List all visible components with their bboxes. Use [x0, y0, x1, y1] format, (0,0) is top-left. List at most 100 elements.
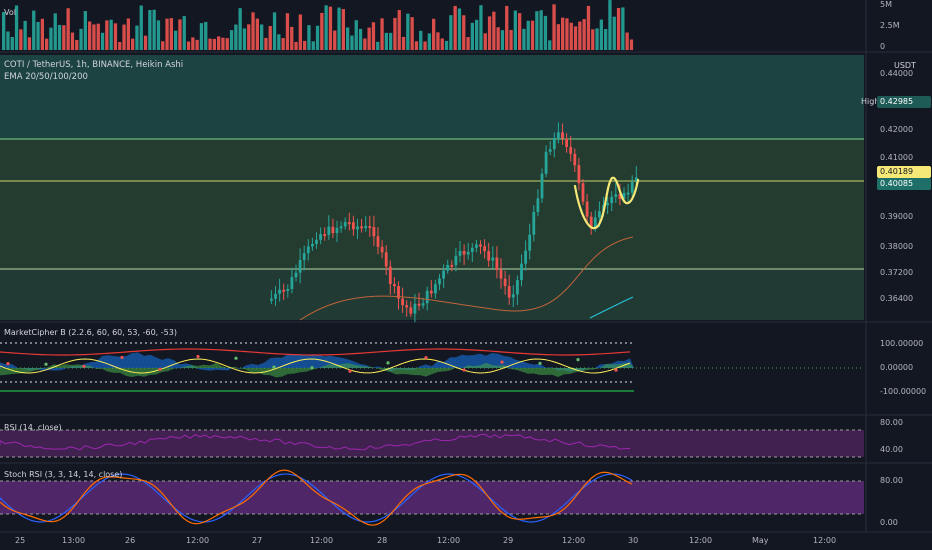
candle-body — [630, 182, 634, 193]
candle-body — [319, 234, 322, 240]
time-tick: 12:00 — [186, 536, 210, 545]
candle-body — [503, 278, 507, 287]
volume-bar — [333, 30, 337, 50]
volume-bar — [440, 38, 444, 50]
candle-body — [610, 196, 614, 204]
volume-bar — [389, 32, 393, 50]
volume-bar — [384, 32, 388, 50]
volume-bar — [419, 30, 423, 50]
volume-bar — [548, 40, 552, 50]
volume-bar — [573, 26, 578, 50]
candle-body — [311, 243, 314, 247]
candle-body — [470, 247, 474, 252]
volume-bar — [264, 37, 268, 50]
candle-body — [434, 284, 437, 294]
high-label: High — [861, 97, 880, 106]
volume-bar — [432, 18, 436, 50]
ema-legend[interactable]: EMA 20/50/100/200 — [4, 72, 88, 82]
volume-bar — [591, 29, 595, 50]
candle-body — [462, 250, 466, 255]
candle-body — [520, 263, 523, 281]
cipher-line — [0, 358, 631, 374]
time-tick: 12:00 — [689, 536, 713, 545]
candle-body — [380, 246, 384, 253]
candle-body — [516, 280, 519, 295]
candle-body — [438, 278, 441, 285]
volume-tick: 0 — [880, 42, 886, 51]
volume-bar — [595, 28, 599, 50]
cipher-legend[interactable]: MarketCipher B (2.2.6, 60, 60, 53, -60, … — [4, 328, 177, 337]
time-tick: 30 — [628, 536, 639, 545]
volume-bar — [221, 37, 225, 50]
volume-bar — [363, 38, 367, 50]
volume-bar — [217, 36, 221, 50]
candle-body — [401, 298, 404, 306]
volume-bar — [165, 18, 169, 50]
volume-bar — [487, 16, 492, 51]
volume-bar — [543, 15, 548, 50]
rsi-legend[interactable]: RSI (14, close) — [4, 423, 62, 432]
time-tick: 13:00 — [62, 536, 86, 545]
ema-line — [589, 296, 634, 319]
price-tick: 0.38000 — [880, 242, 914, 251]
ema-line — [299, 236, 634, 321]
volume-bar — [182, 16, 186, 50]
volume-bar — [294, 41, 298, 50]
candle-body — [306, 246, 310, 254]
candle-body — [479, 244, 482, 247]
volume-bar — [354, 20, 358, 50]
volume-bar — [621, 7, 625, 51]
volume-bar — [393, 17, 397, 50]
volume-bar — [10, 36, 14, 50]
candle-body — [405, 305, 409, 308]
stoch-legend[interactable]: Stoch RSI (3, 3, 14, 14, close) — [4, 470, 123, 479]
candle-body — [557, 132, 560, 138]
volume-bar — [556, 24, 560, 50]
candle-body — [511, 294, 515, 298]
volume-bar — [234, 24, 238, 50]
time-tick: 12:00 — [310, 536, 334, 545]
candle-body — [397, 286, 400, 299]
volume-bar — [79, 28, 83, 50]
volume-bar — [251, 12, 255, 50]
volume-bar — [178, 19, 182, 50]
candle-body — [429, 290, 433, 294]
volume-bar — [565, 18, 569, 50]
cipher-dot — [158, 367, 162, 371]
price-tick: 0.41000 — [880, 153, 914, 162]
volume-bar — [156, 20, 161, 50]
volume-bar — [371, 22, 376, 50]
candle-body — [593, 217, 597, 229]
volume-bar — [40, 18, 44, 50]
candle-body — [622, 192, 626, 199]
symbol-legend[interactable]: COTI / TetherUS, 1h, BINANCE, Heikin Ash… — [4, 60, 184, 70]
candle-body — [491, 257, 495, 261]
volume-bar — [23, 20, 27, 50]
price-tick: 0.44000 — [880, 69, 914, 78]
candle-body — [487, 251, 491, 261]
volume-bar — [530, 20, 535, 50]
volume-bar — [70, 32, 75, 50]
candle-body — [421, 303, 425, 306]
marker-price-label: 0.40189 — [877, 166, 931, 178]
candle-body — [356, 226, 359, 230]
volume-bar — [100, 32, 105, 50]
high-price-label: 0.42985 — [877, 96, 931, 108]
cipher-dot — [500, 360, 504, 364]
candle-body — [606, 203, 609, 206]
candle-body — [577, 165, 581, 184]
time-tick: 12:00 — [813, 536, 837, 545]
price-tick: 0.39000 — [880, 212, 914, 221]
pattern-drawing — [573, 176, 640, 230]
volume-bar — [470, 22, 474, 50]
volume-bar — [496, 27, 500, 50]
volume-bar — [2, 11, 6, 50]
currency-label[interactable]: USDT — [894, 61, 916, 70]
volume-bar — [350, 35, 354, 50]
volume-bar — [522, 28, 526, 50]
candle-body — [548, 149, 552, 152]
candle-body — [360, 226, 363, 229]
volume-bar — [539, 10, 543, 50]
volume-bar — [126, 18, 130, 50]
